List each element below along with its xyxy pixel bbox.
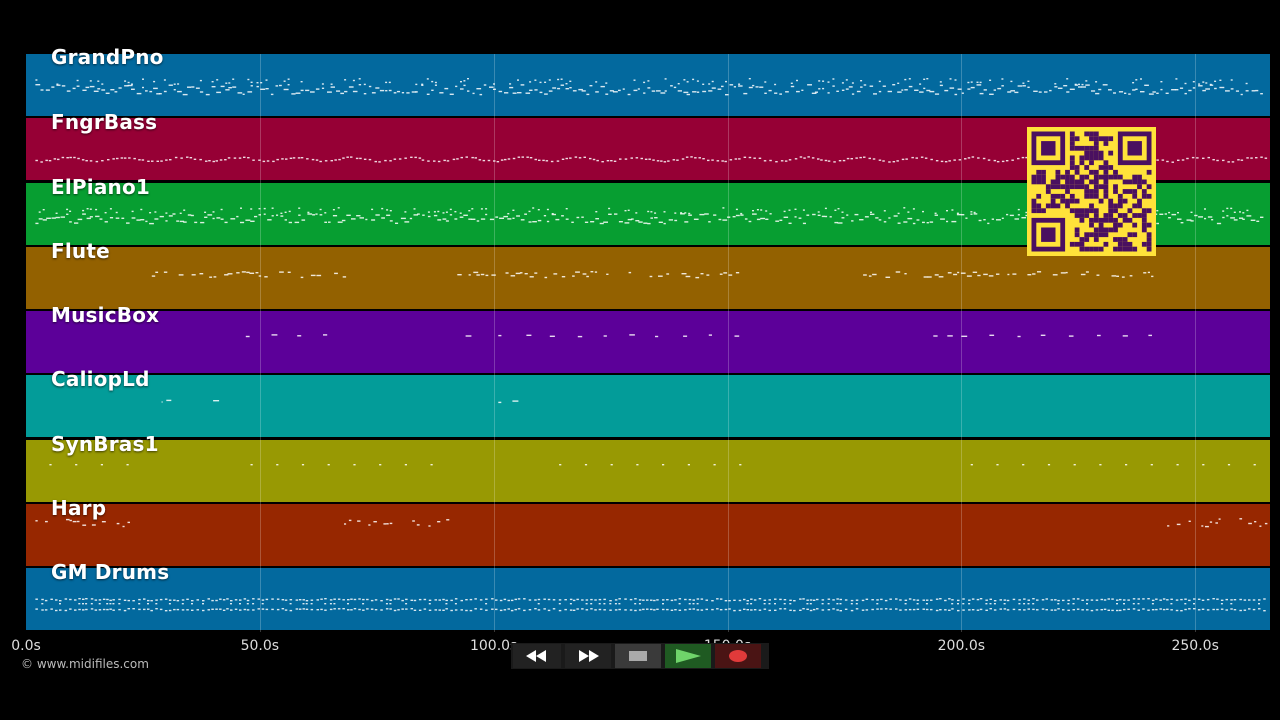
time-tick-label: 100.0s [469, 638, 518, 654]
qr-pattern [1031, 131, 1152, 252]
note-marks [161, 399, 519, 404]
fast-forward-icon [579, 650, 599, 662]
note-marks [245, 334, 1152, 338]
track-lane-musicbox: MusicBox [26, 303, 1270, 373]
rewind-icon [526, 650, 546, 662]
time-gridline [727, 54, 729, 632]
track-label: Harp [51, 495, 107, 520]
track-label: CaliopLd [51, 367, 150, 392]
track-lane-gm-drums: GM Drums [26, 560, 1270, 630]
record-icon [729, 650, 747, 662]
transport-bar [511, 643, 769, 669]
time-gridline [259, 54, 261, 632]
track-lane-harp: Harp [26, 496, 1270, 566]
time-tick-label: 200.0s [937, 638, 986, 654]
play-icon [676, 649, 701, 663]
qr-code [1027, 127, 1156, 256]
stop-button[interactable] [615, 644, 661, 668]
track-lane-grandpno: GrandPno [26, 45, 1270, 116]
rewind-button[interactable] [513, 644, 561, 668]
time-gridline [1195, 54, 1197, 632]
time-tick-label: 0.0s [11, 638, 41, 654]
track-label: FngrBass [51, 110, 158, 135]
record-button[interactable] [715, 644, 761, 668]
note-marks [35, 78, 1263, 96]
track-label: ElPiano1 [51, 174, 151, 199]
time-tick-label: 50.0s [240, 638, 280, 654]
track-label: Flute [51, 238, 110, 263]
time-gridline [493, 54, 495, 632]
fast-forward-button[interactable] [565, 644, 611, 668]
track-lane-flute: Flute [26, 239, 1270, 309]
note-marks [35, 598, 1266, 612]
track-label: SynBras1 [51, 431, 159, 456]
copyright-text: © www.midifiles.com [21, 657, 149, 671]
time-gridline [961, 54, 963, 632]
track-lane-caliopld: CaliopLd [26, 367, 1270, 438]
stop-icon [629, 651, 647, 661]
note-marks [35, 517, 1268, 528]
track-label: MusicBox [51, 303, 160, 327]
time-tick-label: 250.0s [1171, 638, 1219, 654]
track-label: GrandPno [51, 45, 164, 69]
track-lane-synbras1: SynBras1 [26, 432, 1270, 502]
track-label: GM Drums [51, 560, 170, 584]
note-marks [151, 270, 1154, 279]
play-button[interactable] [665, 644, 711, 668]
note-marks [49, 463, 1256, 465]
